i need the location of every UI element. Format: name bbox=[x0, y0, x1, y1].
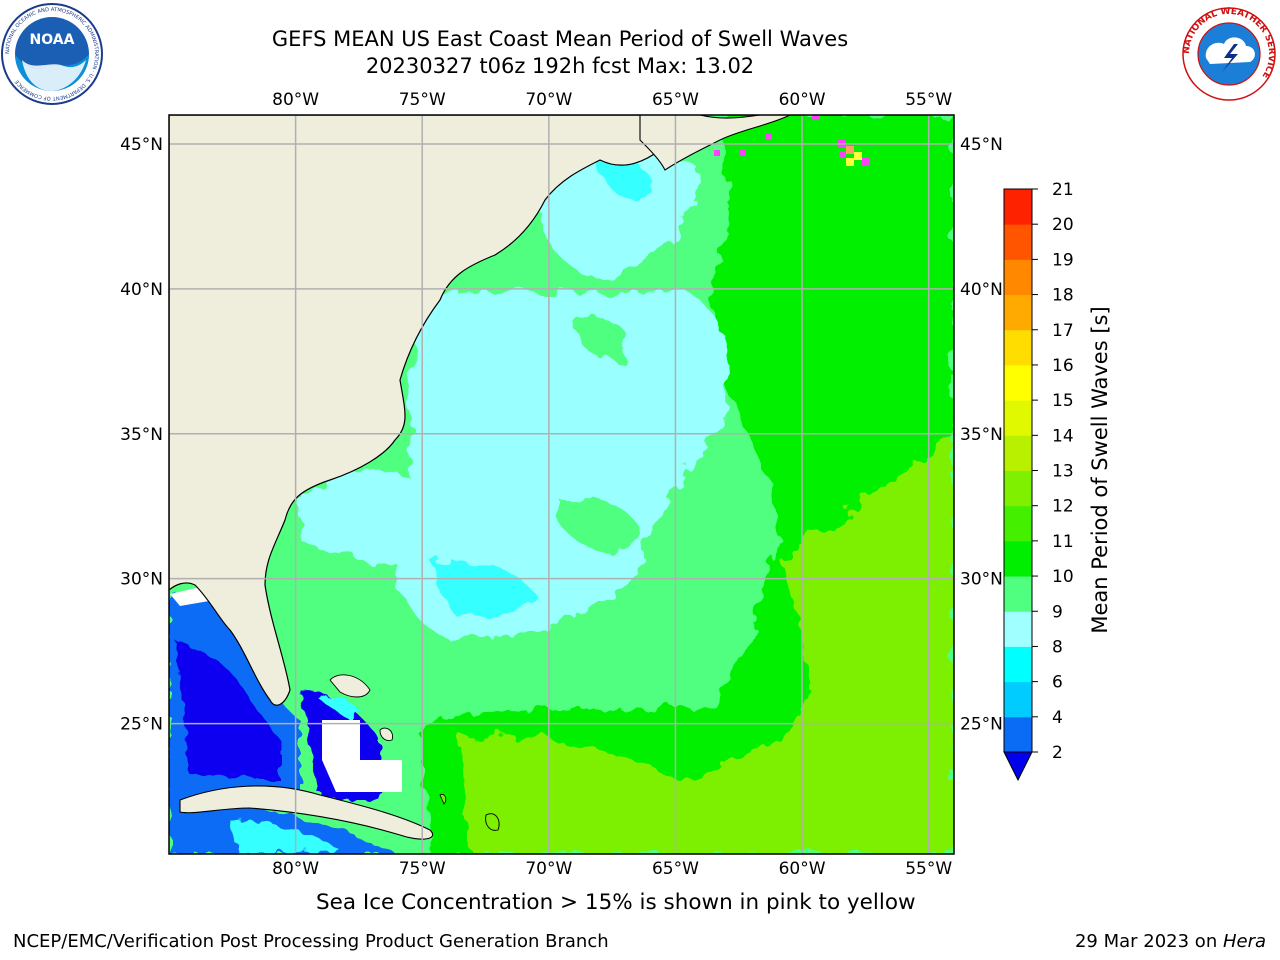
chart-title: GEFS MEAN US East Coast Mean Period of S… bbox=[271, 27, 849, 51]
colorbar-tick-label: 11 bbox=[1052, 532, 1074, 552]
lon-tick-label-bottom: 55°W bbox=[905, 859, 952, 879]
colorbar-tick-label: 13 bbox=[1052, 462, 1074, 482]
colorbar-segment bbox=[1004, 224, 1032, 260]
nws-logo: NATIONAL WEATHER SERVICE bbox=[1182, 7, 1276, 101]
lat-tick-label-right: 40°N bbox=[960, 280, 1003, 300]
field-yellow-green bbox=[560, 440, 954, 854]
colorbar-tick-label: 8 bbox=[1052, 637, 1063, 657]
lon-tick-label-top: 80°W bbox=[272, 90, 319, 110]
swell-period-field bbox=[169, 115, 954, 854]
colorbar-segment bbox=[1004, 435, 1032, 471]
footer-credit: NCEP/EMC/Verification Post Processing Pr… bbox=[13, 931, 609, 952]
colorbar-segment bbox=[1004, 681, 1032, 718]
lat-tick-label-right: 35°N bbox=[960, 425, 1003, 445]
lon-tick-label-bottom: 65°W bbox=[652, 859, 699, 879]
lat-tick-label-left: 30°N bbox=[120, 570, 163, 590]
colorbar-tick-label: 21 bbox=[1052, 180, 1074, 200]
map-frame bbox=[168, 114, 955, 855]
chart-subtitle: 20230327 t06z 192h fcst Max: 13.02 bbox=[365, 54, 755, 78]
colorbar-segment bbox=[1004, 646, 1032, 683]
field-light-cyan bbox=[392, 290, 728, 640]
lon-tick-label-bottom: 70°W bbox=[525, 859, 572, 879]
colorbar-segment bbox=[1004, 505, 1032, 542]
land-cuba bbox=[179, 785, 433, 840]
colorbar-tick-label: 16 bbox=[1052, 356, 1074, 376]
colorbar-segment bbox=[1004, 294, 1032, 331]
noaa-logo: NATIONAL OCEANIC AND ATMOSPHERIC ADMINIS… bbox=[1, 3, 103, 105]
missing-data-area bbox=[322, 720, 402, 792]
colorbar-tick-label: 15 bbox=[1052, 391, 1074, 411]
footer-machine: Hera bbox=[1222, 931, 1266, 952]
colorbar-tick-label: 19 bbox=[1052, 250, 1074, 270]
lon-tick-label-top: 65°W bbox=[652, 90, 699, 110]
lat-tick-label-left: 45°N bbox=[120, 135, 163, 155]
colorbar-tick-label: 6 bbox=[1052, 673, 1063, 693]
field-cyan bbox=[430, 557, 540, 617]
lon-tick-label-bottom: 60°W bbox=[779, 859, 826, 879]
colorbar-tick-label: 17 bbox=[1052, 321, 1074, 341]
lon-tick-label-top: 60°W bbox=[779, 90, 826, 110]
colorbar-segment bbox=[1004, 259, 1032, 296]
lon-tick-label-top: 55°W bbox=[905, 90, 952, 110]
footer-date: 29 Mar 2023 on Hera bbox=[1075, 931, 1266, 952]
map-gridlines bbox=[169, 115, 954, 854]
colorbar-tick-label: 9 bbox=[1052, 602, 1063, 622]
footer-date-text: 29 Mar 2023 on bbox=[1074, 931, 1223, 952]
noaa-logo-text: NOAA bbox=[30, 32, 75, 48]
colorbar-segment bbox=[1004, 189, 1032, 225]
lat-tick-label-left: 40°N bbox=[120, 280, 163, 300]
colorbar-segment bbox=[1004, 611, 1032, 647]
lon-tick-label-bottom: 75°W bbox=[399, 859, 446, 879]
colorbar-label: Mean Period of Swell Waves [s] bbox=[1088, 306, 1112, 633]
colorbar-tick-label: 10 bbox=[1052, 567, 1074, 587]
lat-tick-label-left: 25°N bbox=[120, 715, 163, 735]
lat-tick-label-right: 25°N bbox=[960, 715, 1003, 735]
colorbar-tick-label: 4 bbox=[1052, 708, 1063, 728]
colorbar-tick-label: 14 bbox=[1052, 426, 1074, 446]
colorbar-tick-label: 12 bbox=[1052, 497, 1074, 517]
colorbar-tick-label: 18 bbox=[1052, 286, 1074, 306]
lon-tick-label-bottom: 80°W bbox=[272, 859, 319, 879]
colorbar-segment bbox=[1004, 329, 1032, 366]
colorbar-extend-arrow bbox=[1003, 751, 1033, 782]
sea-ice-note: Sea Ice Concentration > 15% is shown in … bbox=[316, 890, 916, 915]
colorbar-segment bbox=[1004, 400, 1032, 436]
colorbar-segment bbox=[1004, 470, 1032, 507]
colorbar-tick-label: 20 bbox=[1052, 215, 1074, 235]
colorbar-tick-label: 2 bbox=[1052, 743, 1063, 763]
colorbar-segment bbox=[1004, 540, 1032, 577]
land-north-america bbox=[169, 115, 701, 706]
lon-tick-label-top: 75°W bbox=[399, 90, 446, 110]
lat-tick-label-left: 35°N bbox=[120, 425, 163, 445]
colorbar-segment bbox=[1004, 576, 1032, 612]
lat-tick-label-right: 45°N bbox=[960, 135, 1003, 155]
colorbar-segment bbox=[1004, 716, 1032, 753]
axis-tick-labels: 80°W 80°W 75°W 75°W 70°W 70°W 65°W 65°W 60°W 60°W… bbox=[120, 90, 1003, 879]
lon-tick-label-top: 70°W bbox=[525, 90, 572, 110]
colorbar: 2 4 6 8 9 10 11 12 13 14 15 16 17 18 19 20 21 bbox=[1003, 180, 1074, 782]
gulf-deep bbox=[175, 640, 280, 780]
lat-tick-label-right: 30°N bbox=[960, 570, 1003, 590]
colorbar-segment bbox=[1004, 364, 1032, 401]
